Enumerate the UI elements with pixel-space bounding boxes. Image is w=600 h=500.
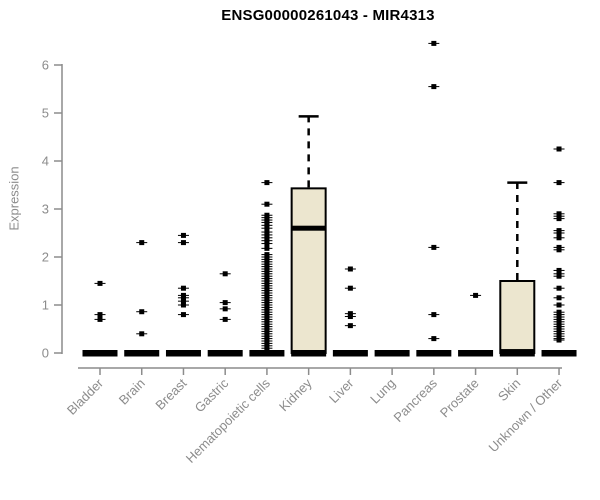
outlier-point-hematopoietic-cells (264, 180, 270, 186)
outlier-point-unknown-other (556, 337, 562, 343)
outlier-point-breast (180, 232, 186, 238)
outlier-point-brain (139, 240, 145, 246)
outlier-point-breast (180, 312, 186, 318)
x-tick-label-bladder: Bladder (64, 375, 107, 418)
y-tick-label: 5 (42, 106, 49, 121)
outlier-point-liver (347, 311, 353, 317)
outlier-point-unknown-other (556, 295, 562, 301)
outlier-point-hematopoietic-cells (264, 245, 270, 251)
median-line-kidney (291, 225, 326, 231)
y-tick-label: 2 (42, 250, 49, 265)
outlier-point-breast (180, 298, 186, 304)
x-tick-label-gastric: Gastric (192, 375, 232, 415)
x-tick-label-brain: Brain (116, 376, 148, 408)
outlier-point-gastric (222, 306, 228, 312)
zero-bar-brain (124, 350, 160, 357)
outlier-point-hematopoietic-cells (264, 241, 270, 247)
outlier-point-unknown-other (556, 247, 562, 253)
zero-bar-gastric (207, 350, 243, 357)
zero-bar-bladder (82, 350, 118, 357)
outlier-point-brain (139, 309, 145, 315)
outlier-point-pancreas (431, 40, 437, 46)
zero-bar-prostate (458, 350, 494, 357)
outlier-point-unknown-other (556, 235, 562, 241)
outlier-point-unknown-other (556, 285, 562, 291)
outlier-point-gastric (222, 300, 228, 306)
outlier-point-unknown-other (556, 302, 562, 308)
zero-bar-liver (332, 350, 368, 357)
outlier-point-brain (139, 331, 145, 337)
outlier-point-hematopoietic-cells (264, 219, 270, 225)
y-tick-label: 4 (42, 154, 49, 169)
outlier-point-liver (347, 266, 353, 272)
outlier-point-bladder (97, 312, 103, 318)
zero-bar-unknown-other (541, 350, 577, 357)
outlier-point-liver (347, 323, 353, 329)
outlier-point-breast (180, 302, 186, 308)
y-tick-label: 3 (42, 202, 49, 217)
outlier-point-liver (347, 314, 353, 320)
outlier-point-unknown-other (556, 146, 562, 152)
outlier-point-hematopoietic-cells (264, 225, 270, 231)
outlier-point-hematopoietic-cells (264, 235, 270, 241)
outlier-point-unknown-other (556, 180, 562, 186)
outlier-point-hematopoietic-cells (264, 229, 270, 235)
outlier-point-unknown-other (556, 230, 562, 236)
outlier-point-gastric (222, 271, 228, 277)
outlier-point-pancreas (431, 84, 437, 90)
outlier-point-bladder (97, 280, 103, 286)
outlier-point-unknown-other (556, 216, 562, 222)
outlier-point-pancreas (431, 336, 437, 342)
outlier-point-liver (347, 285, 353, 291)
x-tick-label-lung: Lung (367, 376, 398, 407)
outlier-point-breast (180, 240, 186, 246)
x-tick-label-liver: Liver (326, 375, 357, 406)
outlier-point-pancreas (431, 312, 437, 318)
zero-bar-lung (374, 350, 410, 357)
x-tick-label-pancreas: Pancreas (391, 375, 441, 425)
outlier-point-pancreas (431, 244, 437, 250)
zero-bar-kidney (291, 350, 327, 357)
x-tick-label-kidney: Kidney (276, 375, 315, 414)
zero-bar-skin (499, 350, 535, 357)
y-tick-label: 1 (42, 298, 49, 313)
y-tick-label: 0 (42, 346, 49, 361)
y-tick-label: 6 (42, 58, 49, 73)
box-kidney (290, 187, 327, 354)
chart-title: ENSG00000261043 - MIR4313 (221, 7, 435, 24)
outlier-point-hematopoietic-cells (264, 238, 270, 244)
outlier-point-hematopoietic-cells (264, 232, 270, 238)
x-tick-label-breast: Breast (152, 375, 189, 412)
zero-bar-breast (165, 350, 201, 357)
outlier-point-breast (180, 295, 186, 301)
x-tick-label-prostate: Prostate (437, 376, 482, 421)
outlier-point-unknown-other (556, 267, 562, 273)
outlier-point-gastric (222, 316, 228, 322)
outlier-point-prostate (473, 292, 479, 298)
outlier-point-hematopoietic-cells (264, 348, 270, 354)
zero-bar-hematopoietic-cells (249, 350, 285, 357)
outlier-point-hematopoietic-cells (264, 201, 270, 207)
box-skin (499, 280, 536, 354)
zero-bar-pancreas (416, 350, 452, 357)
outlier-point-breast (180, 285, 186, 291)
outlier-point-bladder (97, 316, 103, 322)
outlier-point-hematopoietic-cells (264, 222, 270, 228)
outlier-point-unknown-other (556, 273, 562, 279)
x-tick-label-unknown-other: Unknown / Other (486, 375, 566, 455)
x-tick-label-skin: Skin (495, 376, 523, 404)
